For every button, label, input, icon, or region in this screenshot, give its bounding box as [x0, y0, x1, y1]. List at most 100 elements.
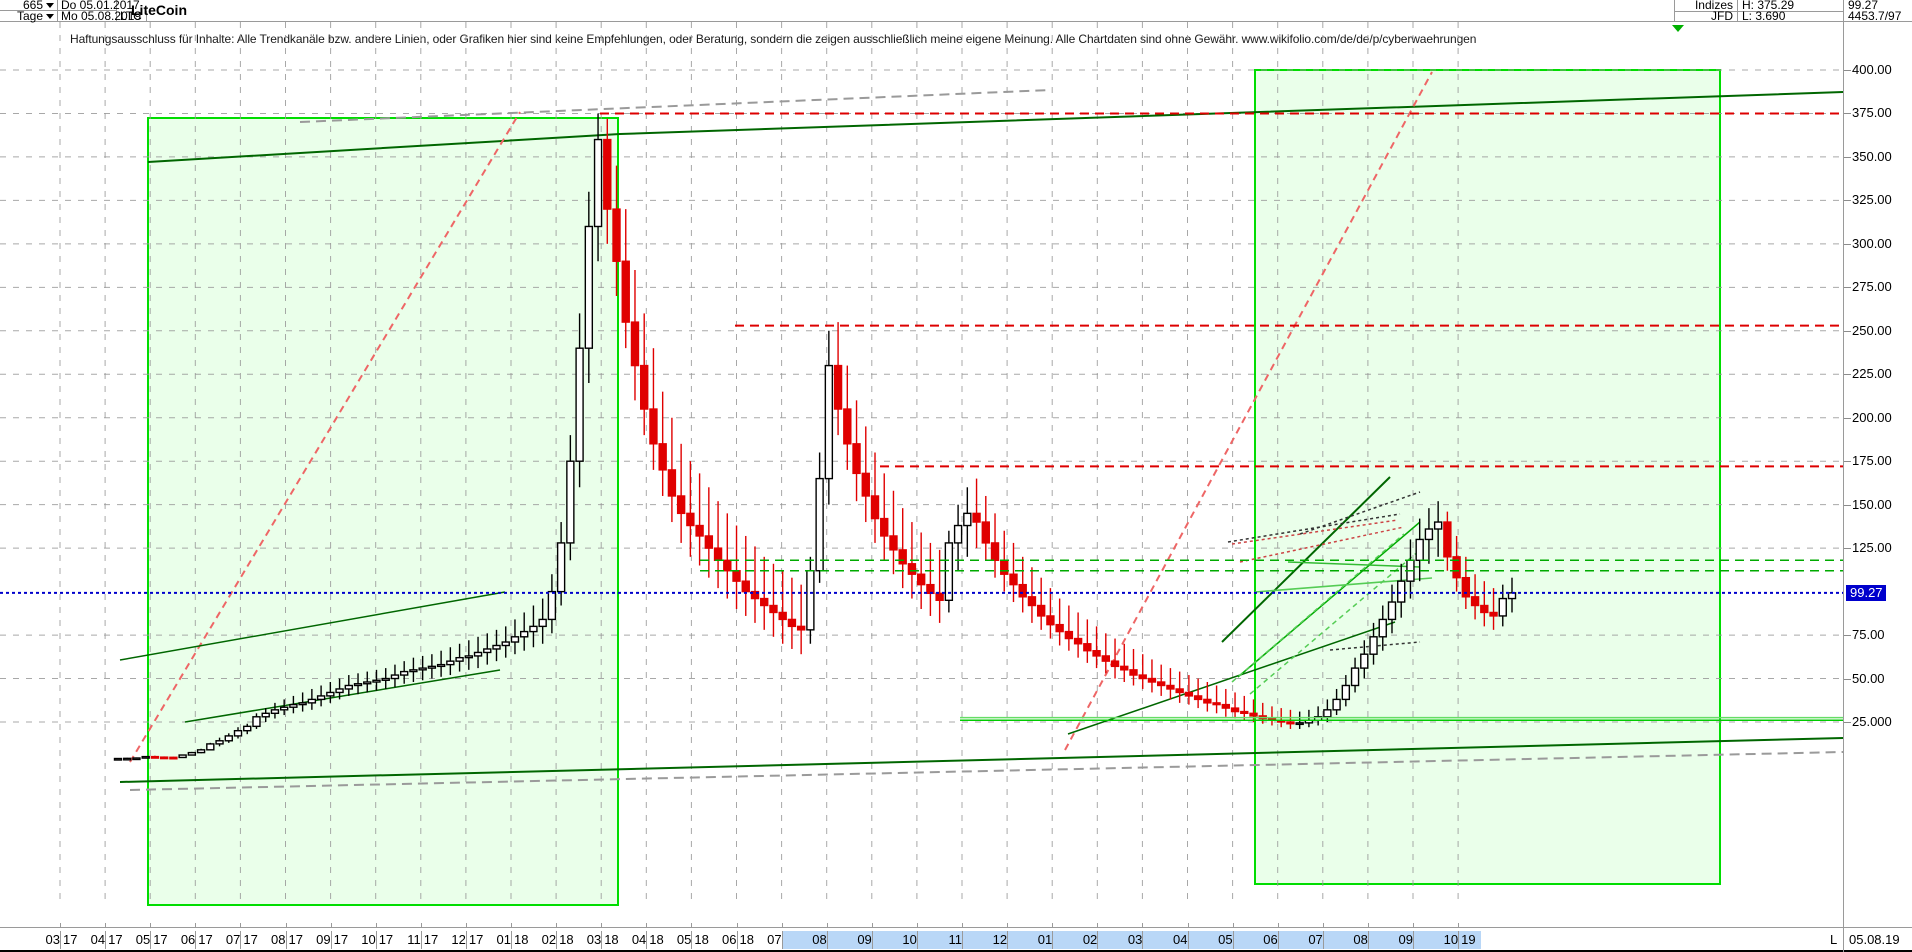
- candle[interactable]: [806, 556, 815, 644]
- candle[interactable]: [473, 636, 483, 669]
- candle[interactable]: [1461, 556, 1471, 609]
- date-to-field[interactable]: Mo 05.08.2019: [58, 10, 141, 22]
- candle[interactable]: [464, 640, 474, 670]
- candle[interactable]: [446, 647, 455, 676]
- candle[interactable]: [252, 713, 261, 729]
- candle[interactable]: [926, 542, 935, 616]
- candle[interactable]: [898, 508, 907, 589]
- candle[interactable]: [381, 668, 390, 689]
- candle[interactable]: [316, 685, 326, 707]
- chevron-down-icon[interactable]: [46, 14, 54, 20]
- candle[interactable]: [612, 165, 621, 297]
- candle[interactable]: [427, 654, 437, 679]
- candle[interactable]: [436, 650, 446, 677]
- candle[interactable]: [1240, 695, 1249, 721]
- candle[interactable]: [547, 574, 557, 634]
- candle[interactable]: [1341, 675, 1351, 707]
- candle[interactable]: [741, 535, 750, 616]
- candle[interactable]: [298, 692, 307, 712]
- candle[interactable]: [169, 756, 178, 760]
- candle[interactable]: [1369, 622, 1378, 665]
- candle[interactable]: [243, 723, 252, 735]
- candle[interactable]: [621, 209, 630, 349]
- candle[interactable]: [981, 495, 990, 561]
- candle[interactable]: [390, 664, 400, 688]
- price-axis[interactable]: 400.00 375.00 350.00 325.00 300.00 275.00 250.…: [1843, 22, 1912, 927]
- candle[interactable]: [1433, 501, 1443, 557]
- candle[interactable]: [279, 699, 289, 716]
- chevron-down-icon[interactable]: [46, 3, 54, 9]
- candle[interactable]: [455, 643, 464, 672]
- candle[interactable]: [566, 435, 575, 561]
- candle[interactable]: [1101, 633, 1111, 674]
- candle[interactable]: [1489, 588, 1498, 630]
- candle[interactable]: [215, 737, 224, 747]
- candle[interactable]: [1147, 659, 1157, 693]
- candle[interactable]: [132, 757, 141, 761]
- candle[interactable]: [1156, 664, 1166, 696]
- candle[interactable]: [787, 577, 797, 649]
- candle[interactable]: [1452, 535, 1461, 592]
- candle[interactable]: [723, 513, 732, 599]
- candle[interactable]: [1230, 692, 1240, 719]
- candle[interactable]: [501, 626, 510, 658]
- date-axis[interactable]: 03 17 04 17 05 17 06 17 07 17 08 17 09 17 10 17 11 17 12 17…: [0, 923, 1912, 952]
- candle[interactable]: [686, 461, 695, 557]
- candle[interactable]: [1110, 638, 1120, 679]
- candle[interactable]: [640, 313, 649, 436]
- candle[interactable]: [658, 391, 667, 496]
- candle[interactable]: [1203, 682, 1212, 712]
- candle[interactable]: [732, 525, 741, 609]
- candle[interactable]: [178, 754, 187, 759]
- candle[interactable]: [676, 443, 686, 543]
- candle[interactable]: [750, 546, 760, 623]
- candle[interactable]: [1221, 688, 1231, 717]
- candle[interactable]: [150, 755, 160, 759]
- candle[interactable]: [769, 563, 778, 637]
- candle[interactable]: [1397, 563, 1406, 618]
- candle[interactable]: [483, 633, 492, 665]
- candle[interactable]: [1470, 574, 1480, 620]
- candle[interactable]: [833, 322, 843, 436]
- candle[interactable]: [159, 756, 169, 760]
- candle[interactable]: [363, 671, 372, 693]
- candle[interactable]: [575, 313, 584, 488]
- candle[interactable]: [344, 675, 353, 696]
- candle[interactable]: [778, 570, 787, 644]
- candle[interactable]: [1027, 567, 1037, 623]
- candle[interactable]: [1378, 605, 1387, 651]
- candle[interactable]: [852, 400, 861, 502]
- candle[interactable]: [113, 757, 123, 761]
- candle[interactable]: [1415, 518, 1424, 582]
- candle[interactable]: [1286, 709, 1295, 729]
- candle[interactable]: [889, 490, 898, 575]
- candle[interactable]: [1424, 508, 1434, 564]
- candle[interactable]: [353, 673, 363, 695]
- candle[interactable]: [1046, 588, 1055, 639]
- candle[interactable]: [843, 365, 852, 470]
- candle[interactable]: [307, 688, 317, 710]
- candle[interactable]: [963, 487, 972, 557]
- candle[interactable]: [1360, 640, 1369, 679]
- candle[interactable]: [944, 530, 954, 613]
- candle[interactable]: [1055, 598, 1064, 646]
- candle[interactable]: [1166, 668, 1175, 700]
- candle[interactable]: [815, 452, 824, 583]
- candle[interactable]: [916, 532, 926, 609]
- candle[interactable]: [1193, 678, 1203, 709]
- bars-count-selector[interactable]: 665: [0, 0, 58, 11]
- candle[interactable]: [1498, 584, 1507, 627]
- candle[interactable]: [1064, 605, 1074, 651]
- candle[interactable]: [187, 751, 197, 756]
- candle[interactable]: [713, 501, 723, 589]
- candle[interactable]: [1480, 581, 1489, 627]
- candle[interactable]: [1332, 688, 1341, 716]
- candle[interactable]: [667, 417, 677, 523]
- candle[interactable]: [1184, 675, 1194, 705]
- candle[interactable]: [1350, 657, 1360, 693]
- candle[interactable]: [399, 661, 409, 684]
- candle[interactable]: [1009, 542, 1018, 603]
- candle[interactable]: [519, 612, 529, 651]
- candle[interactable]: [538, 598, 547, 644]
- candle[interactable]: [141, 755, 150, 759]
